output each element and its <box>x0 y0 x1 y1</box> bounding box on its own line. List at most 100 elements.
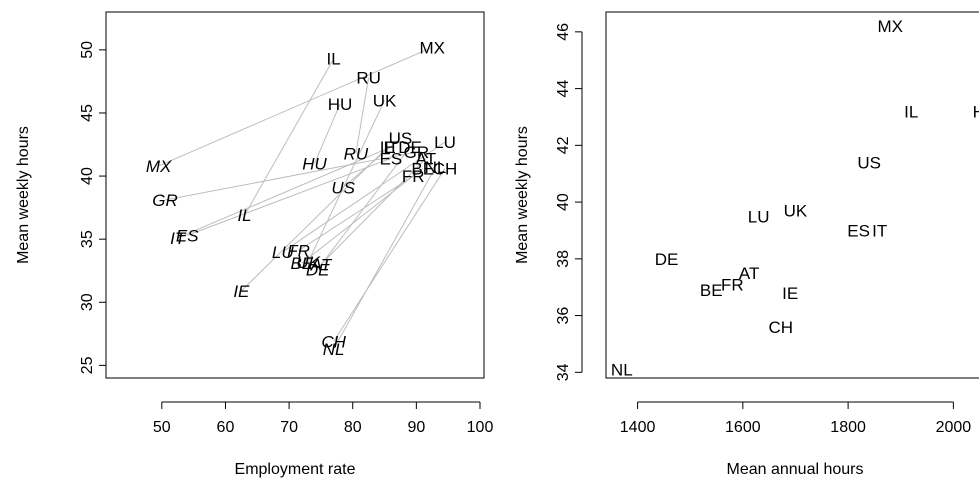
right-y-axis-label: Mean weekly hours <box>514 126 531 264</box>
point-label-us: US <box>389 129 413 148</box>
point-label-italic-ru: RU <box>344 144 369 163</box>
left-y-tick-label: 25 <box>79 356 96 374</box>
point-label-it: IT <box>872 221 887 240</box>
point-label-italic-il: IL <box>237 206 251 225</box>
right-y-tick-label: 46 <box>555 23 572 41</box>
point-label-uk: UK <box>784 202 808 221</box>
connector-line-de <box>317 146 411 270</box>
point-label-lu: LU <box>434 133 456 152</box>
point-label-ie: IE <box>380 138 396 157</box>
point-label-us: US <box>857 153 881 172</box>
point-label-be: BE <box>411 159 434 178</box>
point-label-italic-it: IT <box>170 229 187 248</box>
point-label-italic-us: US <box>331 178 355 197</box>
point-label-lu: LU <box>748 207 770 226</box>
point-label-italic-de: DE <box>306 260 330 279</box>
right-y-tick-label: 34 <box>555 363 572 381</box>
point-label-at: AT <box>416 149 436 168</box>
point-label-es: ES <box>847 221 870 240</box>
right-x-tick-label: 1400 <box>620 419 656 436</box>
left-x-tick-label: 80 <box>344 419 362 436</box>
right-y-tick-label: 40 <box>555 193 572 211</box>
point-label-hu: HU <box>973 102 979 121</box>
left-y-tick-label: 40 <box>79 167 96 185</box>
left-x-tick-label: 50 <box>153 419 171 436</box>
point-label-it: IT <box>383 138 398 157</box>
point-label-gr: GR <box>404 143 430 162</box>
point-label-italic-at: AT <box>310 255 333 274</box>
connector-line-at <box>320 158 427 265</box>
point-label-italic-es: ES <box>176 226 199 245</box>
right-y-axis: 34 36 38 40 42 44 46 <box>555 23 583 381</box>
left-connector-lines <box>158 46 446 350</box>
left-x-tick-label: 100 <box>467 419 494 436</box>
right-x-axis: 1400 1600 1800 2000 <box>620 401 972 436</box>
point-label-italic-mx: MX <box>146 157 172 176</box>
connector-line-hu <box>314 103 341 164</box>
left-y-tick-label: 30 <box>79 293 96 311</box>
point-label-fr: FR <box>402 167 425 186</box>
connector-line-fr <box>298 175 414 251</box>
left-y-tick-label: 35 <box>79 230 96 248</box>
left-x-axis-label: Employment rate <box>235 461 356 478</box>
left-x-tick-label: 90 <box>407 419 425 436</box>
left-y-tick-label: 50 <box>79 41 96 59</box>
point-label-nl: NL <box>611 360 633 379</box>
point-label-hu: HU <box>328 95 353 114</box>
point-label-mx: MX <box>420 38 446 57</box>
right-y-tick-label: 38 <box>555 250 572 268</box>
right-plot-box <box>605 11 979 379</box>
right-y-tick-label: 42 <box>555 136 572 154</box>
connector-line-us <box>342 137 401 188</box>
point-label-at: AT <box>739 264 759 283</box>
point-label-ru: RU <box>356 69 381 88</box>
connector-line-ie <box>241 146 389 292</box>
left-x-axis: 50 60 70 80 90 100 <box>153 401 494 436</box>
right-point-labels: NLDEBEFRATIECHLUUKESITUSILHUGRMX <box>611 17 979 379</box>
left-y-axis: 25 30 35 40 45 50 <box>79 41 107 374</box>
point-label-be: BE <box>700 281 723 300</box>
point-label-nl: NL <box>425 158 447 177</box>
left-y-tick-label: 45 <box>79 104 96 122</box>
point-label-de: DE <box>655 250 679 269</box>
connector-line-ch <box>333 168 446 342</box>
point-label-ch: CH <box>768 318 793 337</box>
connector-line-ru <box>355 77 370 154</box>
point-label-il: IL <box>327 50 341 69</box>
left-x-tick-label: 70 <box>280 419 298 436</box>
right-x-tick-label: 1800 <box>830 419 866 436</box>
point-label-italic-lu: LU <box>272 243 294 262</box>
point-label-uk: UK <box>373 91 397 110</box>
point-label-italic-be: BE <box>290 254 313 273</box>
point-label-ch: CH <box>433 159 458 178</box>
right-x-axis-label: Mean annual hours <box>727 461 864 478</box>
point-label-mx: MX <box>877 17 903 36</box>
connector-line-lu <box>282 141 446 253</box>
right-y-tick-label: 36 <box>555 307 572 325</box>
point-label-ie: IE <box>782 284 798 303</box>
connector-line-uk <box>307 100 385 263</box>
point-label-italic-hu: HU <box>302 154 327 173</box>
point-label-fr: FR <box>721 275 744 294</box>
connector-line-nl <box>333 166 436 350</box>
point-label-italic-ie: IE <box>233 282 250 301</box>
left-point-labels: MXGRESITILIEHURUUSLUFRBEUKATDECHNLILMXRU… <box>146 38 457 359</box>
point-label-italic-gr: GR <box>152 191 178 210</box>
connector-line-mx <box>158 46 433 167</box>
left-x-tick-label: 60 <box>217 419 235 436</box>
connector-line-il <box>244 58 335 216</box>
connector-line-es <box>187 157 392 236</box>
point-label-italic-nl: NL <box>323 340 345 359</box>
point-label-italic-fr: FR <box>287 242 310 261</box>
point-label-il: IL <box>904 102 918 121</box>
right-x-tick-label: 2000 <box>936 419 972 436</box>
point-label-es: ES <box>380 149 403 168</box>
right-panel: 1400 1600 1800 2000 34 36 38 40 42 44 46 NL DE BEFR… <box>514 11 979 478</box>
point-label-italic-uk: UK <box>296 253 320 272</box>
point-label-italic-ch: CH <box>321 332 346 351</box>
right-x-tick-label: 1600 <box>725 419 761 436</box>
point-label-de: DE <box>398 138 422 157</box>
left-y-axis-label: Mean weekly hours <box>15 126 32 264</box>
